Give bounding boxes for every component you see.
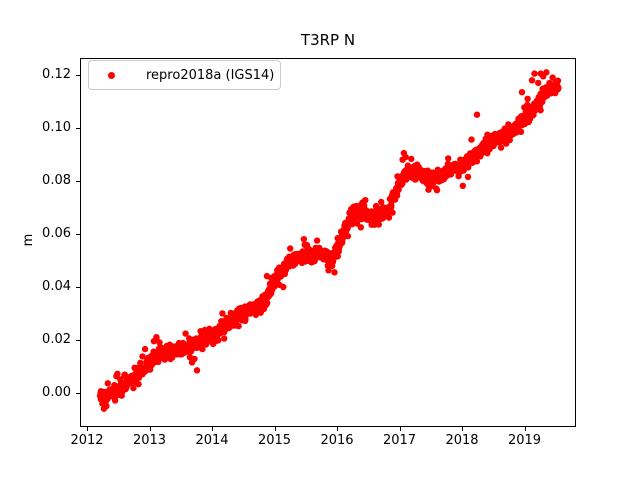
data-point: [331, 269, 338, 276]
data-point: [473, 158, 481, 165]
y-tick-mark: [76, 339, 80, 341]
data-point: [352, 214, 359, 222]
data-point: [445, 155, 452, 162]
data-point: [552, 78, 559, 85]
data-point: [362, 197, 369, 204]
data-point: [141, 345, 149, 353]
x-tick-mark: [337, 427, 338, 431]
data-point: [135, 381, 142, 388]
data-point: [104, 380, 111, 387]
y-tick-label: 0.06: [42, 225, 71, 241]
data-point: [497, 144, 505, 151]
data-point: [455, 172, 462, 180]
data-point: [103, 402, 110, 410]
y-tick-label: 0.08: [42, 172, 71, 188]
data-point: [242, 316, 249, 323]
data-point: [468, 136, 475, 143]
data-point: [531, 70, 538, 77]
x-tick-label: 2017: [382, 433, 417, 448]
y-tick-mark: [76, 392, 80, 394]
x-tick-label: 2015: [257, 433, 292, 448]
data-point: [389, 209, 396, 216]
data-point: [153, 334, 160, 341]
data-point: [402, 153, 409, 161]
y-tick-label: 0.02: [42, 331, 71, 347]
x-tick-label: 2016: [320, 433, 354, 448]
legend-point-marker-icon: [108, 71, 115, 79]
data-point: [139, 353, 146, 360]
x-tick-label: 2014: [195, 433, 229, 448]
data-point: [221, 335, 228, 342]
scatter-plot-canvas: [96, 69, 562, 412]
data-point: [518, 89, 526, 96]
x-tick-label: 2018: [445, 433, 479, 448]
y-tick-mark: [76, 127, 80, 129]
data-point: [130, 384, 137, 392]
y-tick-label: 0.00: [42, 384, 71, 400]
data-point: [464, 173, 472, 181]
data-point: [349, 221, 356, 228]
data-point: [385, 214, 393, 221]
x-tick-label: 2019: [507, 433, 542, 448]
legend-box: repro2018a (IGS14): [88, 60, 281, 90]
legend-label: repro2018a (IGS14): [146, 67, 275, 83]
data-point: [287, 245, 294, 252]
data-point: [517, 128, 525, 135]
x-tick-mark: [462, 427, 463, 431]
x-tick-mark: [524, 427, 526, 431]
data-point: [543, 69, 550, 76]
data-point: [408, 155, 415, 163]
data-point: [378, 198, 385, 206]
y-tick-mark: [76, 286, 80, 288]
data-point: [137, 359, 144, 367]
y-tick-label: 0.12: [42, 66, 71, 82]
data-point: [555, 85, 562, 92]
data-point: [535, 79, 542, 87]
x-tick-mark: [87, 427, 88, 431]
data-point: [215, 337, 222, 344]
y-tick-mark: [76, 233, 80, 235]
data-point: [219, 310, 226, 317]
x-tick-mark: [274, 427, 276, 431]
x-tick-label: 2012: [70, 433, 104, 448]
x-tick-mark: [399, 427, 401, 431]
x-tick-mark: [149, 427, 151, 431]
data-point: [300, 236, 308, 243]
data-point: [188, 359, 196, 366]
data-point: [156, 339, 163, 346]
data-point: [182, 330, 189, 337]
y-tick-mark: [76, 74, 80, 76]
data-point: [433, 187, 441, 194]
data-point: [280, 283, 287, 291]
x-tick-label: 2013: [132, 433, 167, 448]
data-point: [357, 224, 364, 231]
data-point: [313, 237, 321, 244]
data-point: [459, 182, 466, 189]
x-tick-mark: [212, 427, 213, 431]
data-point: [235, 322, 242, 330]
data-point: [193, 367, 201, 374]
data-point: [375, 221, 382, 228]
data-point: [114, 370, 121, 377]
data-point: [325, 267, 332, 274]
data-point: [473, 111, 481, 118]
data-point: [524, 95, 531, 102]
data-point: [537, 107, 544, 114]
y-tick-label: 0.10: [42, 119, 71, 135]
y-tick-mark: [76, 180, 80, 182]
plot-title: T3RP N: [300, 31, 356, 49]
y-tick-label: 0.04: [42, 278, 71, 294]
data-point: [344, 232, 352, 240]
data-point: [264, 299, 271, 307]
data-point: [111, 397, 119, 404]
plot-area: repro2018a (IGS14): [80, 58, 576, 427]
data-point: [528, 77, 536, 84]
